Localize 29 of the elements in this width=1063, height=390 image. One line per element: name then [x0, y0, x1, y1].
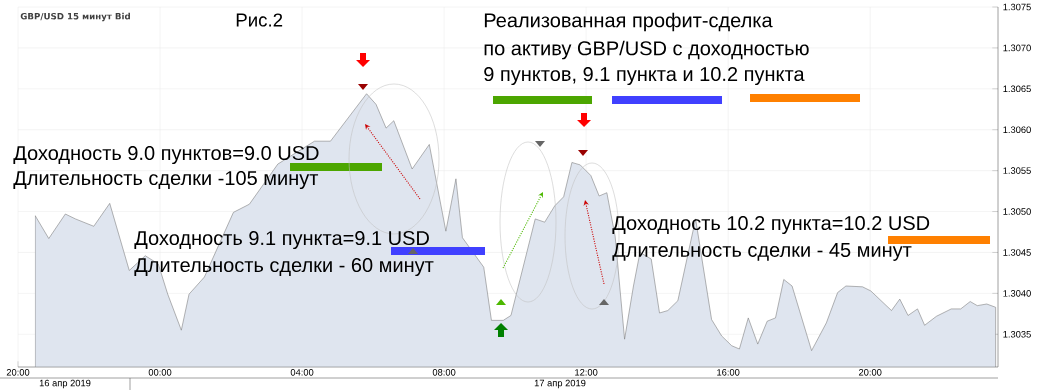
annotation: 9 пунктов, 9.1 пункта и 10.2 пункта [484, 66, 805, 86]
annotation: Доходность 9.1 пункта=9.1 USD [134, 230, 429, 250]
annotation: Реализованная профит-сделка [484, 12, 773, 32]
x-tick-label: 20:00 [858, 369, 882, 376]
x-tick-label: 04:00 [290, 369, 314, 376]
y-tick-label: 1.3060 [1003, 126, 1031, 134]
x-tick-label: 12:00 [575, 369, 598, 376]
annotation: Доходность 10.2 пункта=10.2 USD [612, 215, 930, 235]
x-tick-label: 16:00 [717, 369, 740, 376]
annotation: Доходность 9.0 пунктов=9.0 USD [13, 145, 319, 165]
text: 16 апр 2019 [39, 379, 91, 389]
text: 17 апр 2019 [534, 379, 586, 389]
annotation: Длительность сделки -105 минут [13, 170, 319, 190]
x-tick-label: 08:00 [432, 369, 456, 376]
y-tick-label: 1.3040 [1003, 290, 1031, 297]
y-tick-label: 1.3070 [1003, 44, 1031, 52]
y-tick-label: 1.3045 [1003, 249, 1031, 256]
y-tick-label: 1.3035 [1003, 330, 1031, 338]
text: GBP/USD 15 минут Bid [20, 12, 130, 22]
y-tick-label: 1.3065 [1003, 85, 1031, 93]
x-tick-label: 20:00 [6, 369, 30, 376]
annotation: по активу GBP/USD с доходностью [484, 40, 809, 60]
y-tick-label: 1.3075 [1003, 3, 1031, 11]
chart-subtitle: Рис.2 [236, 13, 283, 27]
y-tick-label: 1.3050 [1003, 208, 1031, 215]
x-tick-label: 00:00 [148, 369, 172, 376]
annotation: Длительность сделки - 45 минут [612, 243, 912, 261]
annotation: Длительность сделки - 60 минут [134, 257, 434, 277]
y-tick-label: 1.3055 [1003, 167, 1031, 174]
